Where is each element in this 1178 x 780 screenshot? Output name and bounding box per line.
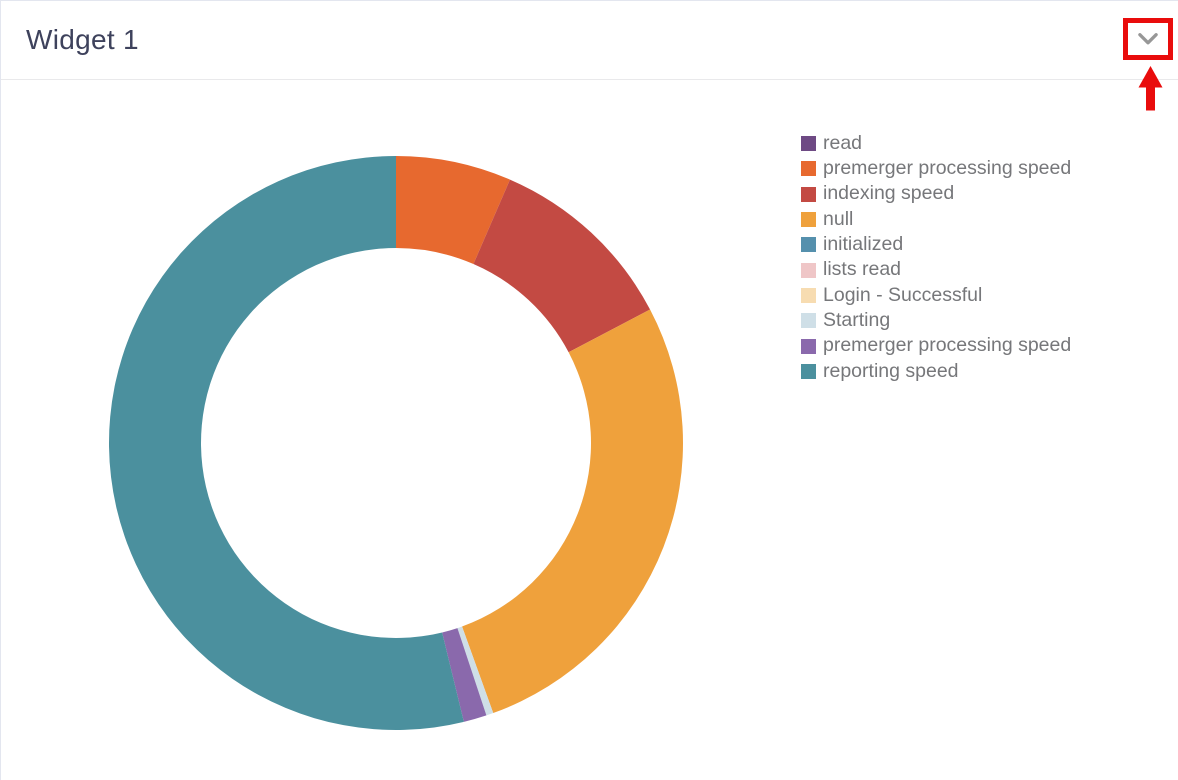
- legend-swatch: [801, 262, 816, 278]
- legend-item-login-successful[interactable]: Login - Successful: [801, 283, 1071, 308]
- pie-slice-reporting-speed[interactable]: [109, 156, 464, 730]
- legend-label: Login - Successful: [823, 283, 983, 306]
- pie-slice-starting[interactable]: [457, 626, 494, 716]
- pie-slice-premerger-processing-speed[interactable]: [396, 156, 510, 265]
- legend-item-indexing-speed[interactable]: indexing speed: [801, 182, 1071, 207]
- legend-item-starting[interactable]: Starting: [801, 308, 1071, 333]
- legend-swatch: [801, 161, 816, 177]
- legend-swatch: [801, 212, 816, 228]
- legend-label: read: [823, 131, 863, 154]
- legend-label: indexing speed: [823, 182, 955, 205]
- legend-swatch: [801, 313, 816, 329]
- chart-area: read premerger processing speed indexing s…: [1, 80, 1178, 780]
- legend-swatch: [801, 186, 816, 202]
- legend-item-premerger-processing-speed[interactable]: premerger processing speed: [801, 156, 1071, 181]
- donut-chart: [109, 156, 684, 730]
- pie-slice-premerger-processing-speed[interactable]: [442, 628, 487, 722]
- collapse-button[interactable]: [1127, 20, 1169, 58]
- legend-label: null: [823, 207, 854, 230]
- legend-item-premerger-processing-speed[interactable]: premerger processing speed: [801, 333, 1071, 358]
- legend-label: Starting: [823, 308, 891, 331]
- legend-item-reporting-speed[interactable]: reporting speed: [801, 359, 1071, 384]
- legend-swatch: [801, 287, 816, 303]
- chevron-down-icon: [1135, 26, 1161, 52]
- legend-item-initialized[interactable]: initialized: [801, 232, 1071, 257]
- legend-swatch: [801, 136, 816, 152]
- legend-label: premerger processing speed: [823, 157, 1072, 180]
- chart-legend: read premerger processing speed indexing s…: [801, 131, 1071, 384]
- legend-swatch: [801, 338, 816, 354]
- pie-slice-indexing-speed[interactable]: [473, 179, 651, 353]
- legend-swatch: [801, 237, 816, 253]
- legend-label: initialized: [823, 233, 904, 256]
- legend-swatch: [801, 363, 816, 379]
- legend-item-lists-read[interactable]: lists read: [801, 257, 1071, 282]
- legend-label: premerger processing speed: [823, 334, 1072, 357]
- legend-label: lists read: [823, 258, 902, 281]
- legend-item-read[interactable]: read: [801, 131, 1071, 156]
- legend-label: reporting speed: [823, 359, 959, 382]
- widget-title: Widget 1: [26, 24, 139, 55]
- legend-item-null[interactable]: null: [801, 207, 1071, 232]
- widget-header: Widget 1: [1, 1, 1178, 80]
- pie-slice-null[interactable]: [462, 309, 684, 714]
